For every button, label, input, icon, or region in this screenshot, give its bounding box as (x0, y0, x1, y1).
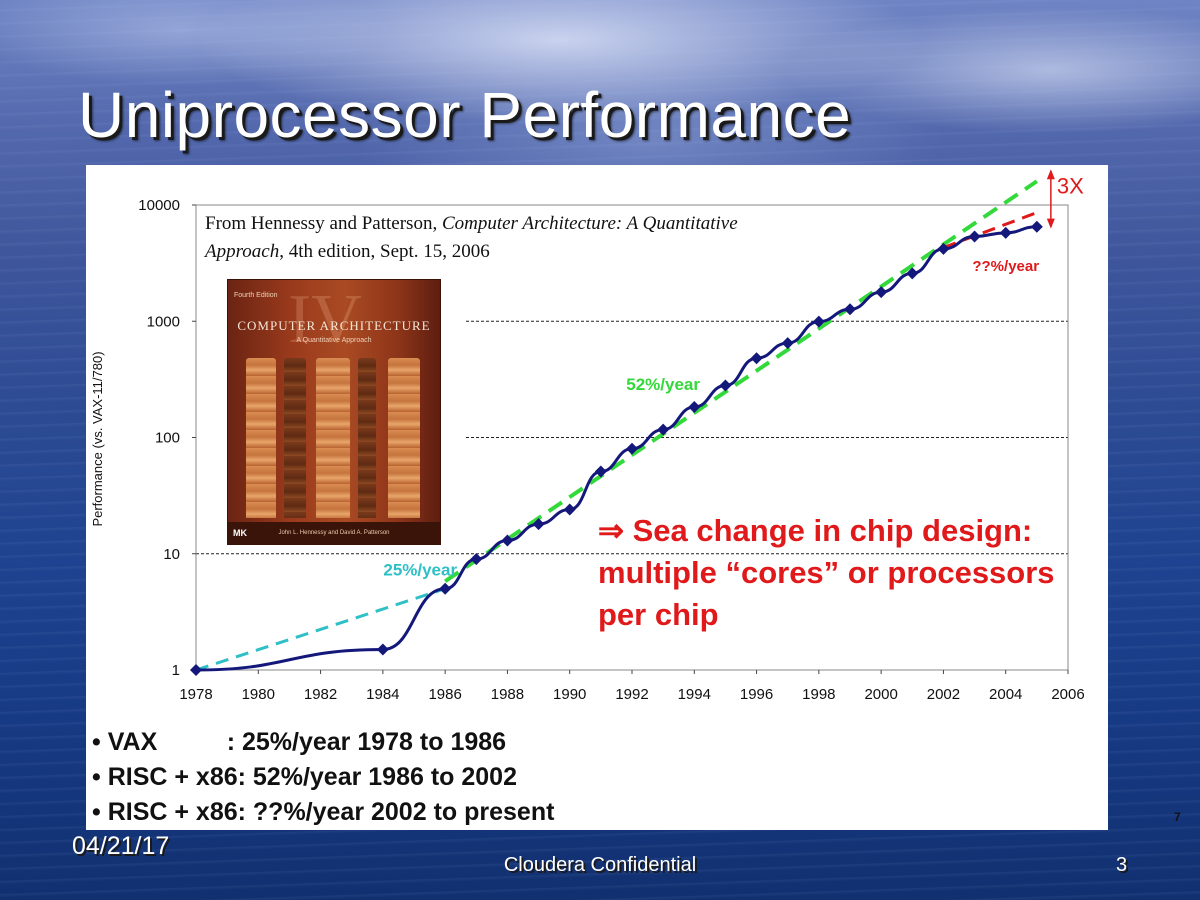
bullet-list: • VAX : 25%/year 1978 to 1986 • RISC + x… (92, 725, 554, 830)
y-tick-labels: 1 10 100 1000 10000 (138, 197, 180, 679)
data-point-marker (781, 337, 794, 350)
trend-line-52 (444, 179, 1038, 583)
cover-edition: Fourth Edition (234, 292, 278, 299)
source-book-title: Computer Architecture: A Quantitative Ap… (205, 213, 738, 262)
cover-subtitle: A Quantitative Approach (296, 337, 372, 344)
data-point-marker (750, 352, 763, 365)
cover-roman-numeral: IV (288, 281, 362, 358)
x-tick-label: 1980 (242, 686, 275, 703)
slide-number: 3 (1116, 854, 1128, 876)
data-point-marker (688, 400, 701, 413)
bullet-item: • RISC + x86: ??%/year 2002 to present (92, 798, 555, 826)
sea-change-text: Sea change in chip design: multiple “cor… (598, 513, 1055, 632)
x-tick-label: 2000 (864, 686, 897, 703)
data-point-marker (875, 286, 888, 299)
data-point-marker (439, 582, 452, 595)
book-cover-image: IV Fourth Edition COMPUTER ARCHITECTURE … (228, 280, 440, 544)
cover-title: COMPUTER ARCHITECTURE (237, 318, 431, 333)
x-tick-label: 1988 (491, 686, 524, 703)
data-point-marker (1030, 220, 1043, 233)
x-tick-label: 1986 (428, 686, 461, 703)
grid-lines (196, 320, 1068, 555)
footer-date: 04/21/17 (72, 832, 170, 860)
y-tick-label: 100 (155, 430, 180, 447)
cover-pillar (246, 358, 276, 518)
publisher-logo: MK (233, 528, 247, 538)
cover-authors: John L. Hennessy and David A. Patterson (228, 522, 440, 544)
source-suffix: , 4th edition, Sept. 15, 2006 (279, 241, 490, 262)
data-point-marker (657, 423, 670, 436)
cover-pillar (388, 358, 420, 518)
x-tick-label: 1998 (802, 686, 835, 703)
bullet-item: • VAX : 25%/year 1978 to 1986 (92, 728, 507, 756)
x-tick-label: 2006 (1051, 686, 1084, 703)
x-tick-labels: 1978 1980 1982 1984 1986 1988 1990 1992 1994 1996… (179, 686, 1084, 703)
data-point-marker (844, 303, 856, 316)
image-page-number: 7 (1174, 810, 1181, 824)
three-x-label: 3X (1057, 173, 1084, 198)
trend-lines (195, 179, 1038, 672)
data-series (190, 220, 1043, 676)
x-tick-label: 2004 (989, 686, 1022, 703)
chart-panel: 1 10 100 1000 10000 1978 1980 1982 1984 1986 1988… (86, 165, 1181, 830)
x-tick-label: 1994 (678, 686, 711, 703)
x-tick-label: 1992 (615, 686, 648, 703)
data-point-marker (376, 643, 389, 656)
trend-line-25 (195, 587, 446, 672)
data-point-marker (190, 664, 202, 676)
cover-pillar (284, 358, 306, 518)
source-citation: From Hennessy and Patterson, Computer Ar… (205, 210, 805, 266)
bullet-item: • RISC + x86: 52%/year 1986 to 2002 (92, 763, 517, 791)
y-axis-label: Performance (vs. VAX-11/780) (90, 351, 105, 526)
trend-labels: 25%/year 52%/year ??%/year (383, 258, 1039, 579)
x-tick-label: 1990 (553, 686, 586, 703)
data-point-marker (719, 379, 732, 392)
x-tick-label: 1996 (740, 686, 773, 703)
three-x-bracket: 3X (1046, 169, 1084, 229)
x-tick-label: 1982 (304, 686, 337, 703)
sea-change-callout: ⇒ Sea change in chip design: multiple “c… (598, 510, 1068, 636)
bracket-arrow-up (1046, 169, 1055, 180)
data-point-marker (999, 226, 1012, 239)
data-point-marker (937, 242, 950, 255)
y-tick-label: 10000 (138, 197, 180, 214)
trend-label-52: 52%/year (626, 375, 700, 394)
y-tick-label: 1000 (147, 313, 180, 330)
cover-pillar (358, 358, 376, 518)
performance-chart: 1 10 100 1000 10000 1978 1980 1982 1984 1986 1988… (90, 169, 1085, 703)
cover-pillar (316, 358, 350, 518)
trend-label-future: ??%/year (972, 258, 1039, 275)
x-tick-label: 2002 (927, 686, 960, 703)
implies-arrow: ⇒ (598, 513, 624, 548)
bracket-arrow-down (1046, 218, 1055, 229)
data-point-marker (470, 553, 483, 566)
data-point-marker (594, 465, 607, 478)
data-point-marker (532, 518, 545, 531)
footer-confidential: Cloudera Confidential (503, 854, 697, 876)
data-point-marker (968, 230, 981, 243)
y-tick-label: 1 (172, 662, 180, 679)
trend-label-25: 25%/year (383, 560, 457, 579)
data-point-marker (501, 534, 514, 547)
source-prefix: From Hennessy and Patterson, (205, 213, 442, 234)
x-tick-label: 1984 (366, 686, 399, 703)
y-tick-label: 10 (163, 546, 180, 563)
trend-line-future (942, 211, 1038, 250)
data-point-marker (906, 267, 919, 280)
slide-title: Uniprocessor Performance (78, 79, 852, 151)
data-point-marker (626, 442, 638, 455)
data-point-marker (563, 503, 576, 516)
x-tick-label: 1978 (179, 686, 212, 703)
data-point-marker (812, 315, 825, 328)
